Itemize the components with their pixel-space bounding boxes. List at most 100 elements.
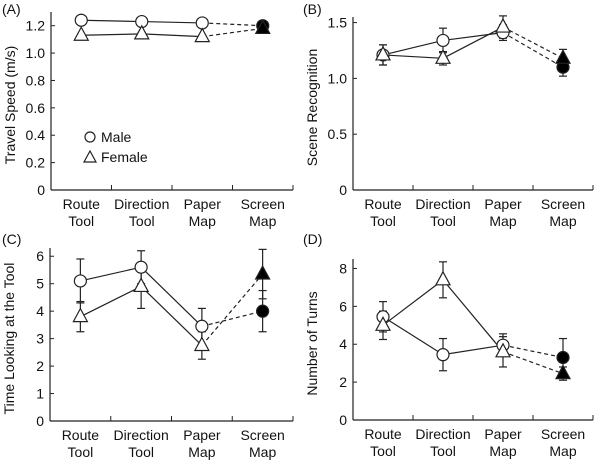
- data-point-male: [73, 274, 87, 288]
- series-line-male: [382, 316, 444, 356]
- x-tick-label-line: Route: [364, 196, 402, 212]
- x-tick-label-line: Screen: [241, 196, 285, 212]
- series-line-female: [382, 279, 444, 326]
- x-tick-label: Direction Tool: [114, 427, 169, 460]
- data-point-female: [494, 342, 512, 358]
- series-line-male: [201, 310, 263, 327]
- y-tick-label: 1: [36, 386, 44, 402]
- x-tick-label: Direction Tool: [114, 196, 169, 229]
- series-line-female: [81, 33, 142, 36]
- panel-label: (B): [303, 1, 322, 17]
- series-line-female: [141, 33, 203, 38]
- y-tick-label: 0: [339, 412, 347, 428]
- y-axis-label: Number of Turns: [304, 291, 320, 395]
- x-tick-label: Paper Map: [484, 426, 522, 459]
- series-line-male: [382, 39, 444, 56]
- y-tick-label: 4: [36, 303, 44, 319]
- data-point-female: [374, 316, 392, 331]
- x-tick-label-line: Direction: [415, 426, 470, 442]
- data-point-male: [134, 260, 148, 274]
- x-tick-label: Route Tool: [364, 196, 402, 229]
- y-tick-label: 4: [339, 336, 347, 352]
- x-tick-label-line: Route: [364, 426, 402, 442]
- x-tick-label-line: Tool: [128, 444, 154, 460]
- y-tick-label: 0.2: [26, 155, 46, 171]
- series-line-male: [442, 344, 504, 356]
- panel-label: (C): [2, 231, 21, 247]
- data-point-female: [193, 336, 210, 352]
- legend-label-male: Male: [101, 129, 132, 145]
- series-line-female: [382, 54, 444, 59]
- x-tick-label-line: Tool: [430, 213, 456, 229]
- y-tick-label: 0.4: [26, 127, 46, 143]
- y-tick-label: 1.0: [26, 45, 46, 61]
- y-tick-label: 6: [36, 248, 44, 264]
- x-tick-label: Screen Map: [541, 196, 585, 229]
- legend-circle-icon: [84, 131, 96, 143]
- series-line-male: [80, 266, 142, 282]
- x-tick-label: Screen Map: [541, 426, 585, 459]
- x-tick-label-line: Tool: [129, 213, 155, 229]
- series-line-male: [140, 266, 203, 327]
- x-tick-label: Direction Tool: [415, 426, 470, 459]
- data-point-female: [494, 17, 512, 33]
- data-point-female: [133, 24, 150, 40]
- data-point-male: [436, 33, 450, 48]
- x-tick-label: Screen Map: [241, 196, 285, 229]
- series-line-female: [502, 351, 564, 375]
- x-tick-label-line: Map: [489, 213, 516, 229]
- x-tick-label-line: Screen: [541, 426, 585, 442]
- x-tick-label-line: Map: [549, 443, 576, 459]
- series-line-female: [442, 26, 504, 59]
- x-tick-label-line: Paper: [184, 196, 222, 212]
- data-point-male: [256, 304, 270, 318]
- y-tick-label: 0: [36, 413, 44, 429]
- data-point-male: [556, 350, 570, 365]
- data-point-female: [194, 27, 211, 43]
- data-point-female: [434, 49, 452, 64]
- x-tick-label-line: Map: [489, 443, 516, 459]
- x-tick-label-line: Paper: [484, 196, 522, 212]
- x-tick-label-line: Map: [188, 444, 215, 460]
- y-tick-label: 1.5: [328, 15, 348, 31]
- y-tick-label: 0: [37, 182, 45, 198]
- x-tick-label: Paper Map: [184, 196, 222, 229]
- x-tick-label: Route Tool: [364, 426, 402, 459]
- series-line-female: [502, 26, 564, 59]
- x-tick-label-line: Tool: [370, 213, 396, 229]
- data-point-female: [254, 19, 271, 35]
- series-line-male: [442, 32, 504, 42]
- series-line-male: [141, 20, 203, 24]
- x-tick-label-line: Tool: [68, 444, 94, 460]
- y-tick-label: 2: [36, 358, 44, 374]
- panel-label: (A): [2, 1, 21, 17]
- x-tick-label-line: Tool: [370, 443, 396, 459]
- series-line-female: [140, 286, 203, 346]
- y-tick-label: 1.0: [328, 70, 348, 86]
- x-tick-label-line: Tool: [430, 443, 456, 459]
- data-point-female: [73, 26, 90, 41]
- y-tick-label: 2: [339, 374, 347, 390]
- y-tick-label: 3: [36, 331, 44, 347]
- series-line-male: [81, 19, 142, 23]
- x-tick-label-line: Direction: [114, 196, 169, 212]
- y-tick-label: 5: [36, 276, 44, 292]
- data-point-female: [434, 270, 452, 286]
- x-tick-label-line: Paper: [183, 427, 221, 443]
- x-tick-label: Paper Map: [183, 427, 221, 460]
- x-tick-label-line: Map: [189, 213, 216, 229]
- x-tick-label-line: Route: [62, 427, 100, 443]
- data-point-female: [72, 307, 89, 323]
- x-tick-label-line: Direction: [415, 196, 470, 212]
- x-tick-label-line: Screen: [541, 196, 585, 212]
- x-tick-label: Direction Tool: [415, 196, 470, 229]
- x-tick-label-line: Paper: [484, 426, 522, 442]
- x-tick-label: Screen Map: [240, 427, 284, 460]
- data-point-female: [554, 49, 572, 64]
- y-tick-label: 0.8: [26, 72, 46, 88]
- data-point-male: [195, 319, 209, 333]
- panel-label: (D): [303, 231, 322, 247]
